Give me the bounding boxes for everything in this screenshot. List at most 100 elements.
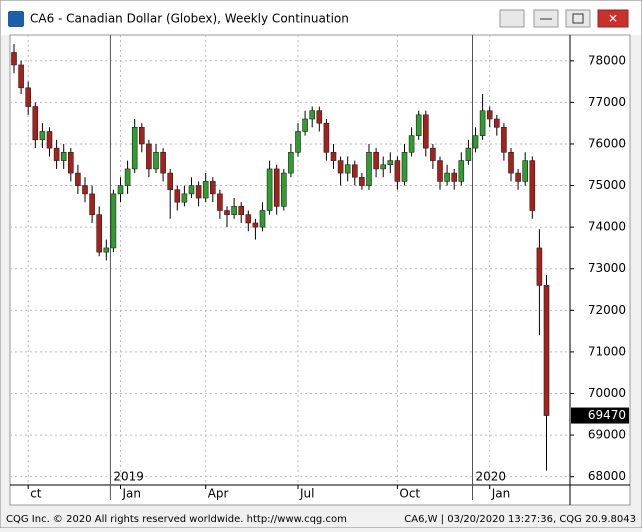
candle-body [217, 193, 223, 211]
candle-body [458, 160, 465, 182]
candle-body [536, 247, 543, 286]
pin-button[interactable] [499, 9, 525, 28]
year-label: 2019 [113, 470, 144, 484]
candle-body [501, 127, 507, 153]
last-price-box [571, 407, 629, 424]
candle-body [252, 222, 259, 228]
candle-body [479, 110, 486, 136]
y-tick-label: 70000 [588, 386, 626, 400]
y-tick-label: 68000 [588, 469, 626, 483]
candle-body [508, 151, 514, 174]
candle-body [373, 151, 379, 170]
candle-body [486, 110, 493, 120]
candle-body [167, 172, 173, 191]
candle-body [465, 147, 472, 161]
candle-body [39, 131, 46, 141]
candle-body [139, 127, 145, 145]
candle-body [202, 181, 209, 199]
candle-body [351, 164, 358, 178]
x-tick-label: Jan [122, 487, 142, 501]
candle-body [82, 185, 88, 195]
footer-right: CA6,W | 03/20/2020 13:27:36, CQG 20.9.80… [404, 514, 636, 525]
candle-body [515, 172, 521, 182]
candle-body [153, 151, 159, 170]
candle-body [146, 143, 152, 170]
y-tick-label: 74000 [588, 220, 626, 234]
candle-body [430, 147, 436, 161]
x-tick-label: Oct [399, 487, 420, 501]
candle-body [245, 214, 252, 224]
candle-body [75, 172, 81, 186]
candle-body [309, 110, 316, 120]
x-tick-label: ct [30, 487, 42, 501]
candle-body [295, 131, 301, 153]
maximize-button[interactable] [565, 9, 591, 28]
candle-body [344, 164, 351, 174]
candle-body [224, 210, 230, 215]
year-label: 2020 [476, 470, 507, 484]
candle-body [288, 151, 294, 174]
candle-body [522, 160, 529, 182]
candle-body [46, 131, 53, 149]
candle-body [131, 127, 138, 170]
candle-body [259, 210, 266, 228]
candle-body [110, 193, 117, 249]
candle-body [359, 176, 365, 186]
candle-body [451, 172, 458, 182]
candle-body [103, 247, 110, 253]
candle-body [437, 160, 443, 182]
candle-body [60, 151, 67, 161]
candle-body [472, 135, 479, 149]
footer-left: CQG Inc. © 2020 All rights reserved worl… [6, 514, 347, 525]
candle-body [366, 151, 372, 186]
y-tick-label: 75000 [588, 178, 626, 192]
candle-body [18, 64, 24, 89]
candle-body [32, 106, 39, 141]
candle-body [273, 168, 280, 207]
candle-body [543, 285, 550, 416]
candle-body [401, 151, 408, 182]
candle-body [337, 160, 344, 174]
y-tick-label: 72000 [588, 303, 626, 317]
y-tick-label: 71000 [588, 344, 626, 358]
candle-body [394, 160, 401, 182]
y-tick-label: 76000 [588, 136, 626, 150]
candle-body [529, 160, 536, 211]
candle-body [280, 172, 287, 207]
candle-body [181, 193, 188, 203]
y-tick-label: 69000 [588, 428, 626, 442]
candle-body [195, 185, 202, 199]
candle-body [380, 164, 387, 170]
candle-body [188, 185, 195, 195]
candle-body [387, 160, 394, 166]
candle-body [25, 87, 32, 107]
y-tick-label: 78000 [588, 53, 626, 67]
candle-body [68, 151, 74, 174]
candle-body [96, 214, 102, 253]
plot: 68000 69000 70000 71000 72000 73000 74000 75000… [10, 35, 629, 501]
candle-body [323, 122, 330, 153]
candle-body [415, 114, 422, 136]
candle-body [238, 206, 244, 215]
close-icon: ✕ [608, 12, 618, 26]
candle-body [117, 185, 124, 195]
x-tick-label: Jan [491, 487, 511, 501]
candle-body [174, 189, 181, 203]
candle-body [266, 168, 273, 211]
close-button[interactable] [597, 9, 629, 28]
candle-body [160, 151, 166, 174]
candle-body [493, 118, 500, 128]
last-price-label: 69470 [588, 408, 626, 422]
x-tick-label: Jul [299, 487, 314, 501]
candle-body [316, 110, 323, 124]
candle-body [422, 114, 429, 149]
app-icon [8, 11, 24, 27]
window-title: CA6 - Canadian Dollar (Globex), Weekly C… [30, 12, 349, 26]
candle-body [11, 52, 17, 66]
candle-body [89, 193, 95, 215]
candle-body [53, 147, 60, 161]
maximize-icon [572, 13, 584, 24]
x-tick-label: Apr [208, 487, 229, 501]
y-tick-label: 77000 [588, 95, 626, 109]
